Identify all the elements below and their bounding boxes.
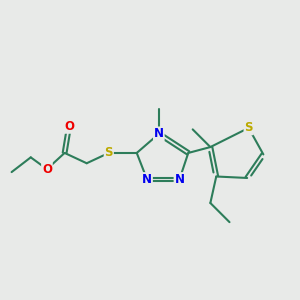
Text: N: N bbox=[142, 173, 152, 186]
Text: O: O bbox=[64, 120, 74, 133]
Text: N: N bbox=[174, 173, 184, 186]
Text: S: S bbox=[104, 146, 113, 159]
Text: O: O bbox=[42, 163, 52, 176]
Text: N: N bbox=[154, 127, 164, 140]
Text: S: S bbox=[244, 122, 253, 134]
